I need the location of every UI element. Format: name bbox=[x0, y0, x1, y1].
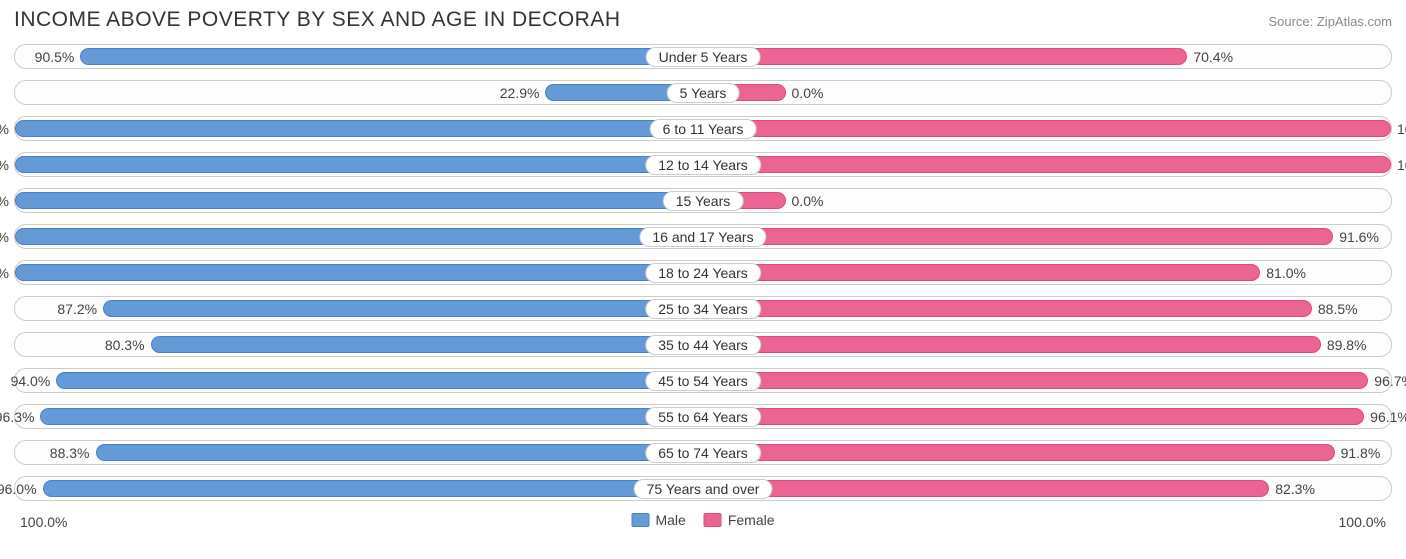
male-value-label: 100.0% bbox=[0, 157, 9, 173]
chart-source: Source: ZipAtlas.com bbox=[1268, 14, 1392, 29]
female-value-label: 0.0% bbox=[792, 85, 824, 101]
male-bar bbox=[15, 192, 703, 209]
male-bar bbox=[15, 156, 703, 173]
category-label: 25 to 34 Years bbox=[645, 299, 761, 319]
female-value-label: 89.8% bbox=[1327, 337, 1367, 353]
female-value-label: 91.6% bbox=[1339, 229, 1379, 245]
female-bar bbox=[703, 408, 1364, 425]
male-value-label: 96.0% bbox=[0, 481, 37, 497]
female-value-label: 70.4% bbox=[1193, 49, 1233, 65]
male-value-label: 100.0% bbox=[0, 229, 9, 245]
legend-label-male: Male bbox=[655, 512, 685, 528]
male-value-label: 94.0% bbox=[11, 373, 51, 389]
axis-label-left: 100.0% bbox=[20, 514, 67, 530]
female-bar bbox=[703, 48, 1187, 65]
legend-swatch-female bbox=[704, 513, 722, 527]
chart-title: INCOME ABOVE POVERTY BY SEX AND AGE IN D… bbox=[14, 8, 621, 32]
male-bar bbox=[80, 48, 703, 65]
male-bar bbox=[15, 264, 703, 281]
chart-row: 100.0%100.0%12 to 14 Years bbox=[14, 152, 1392, 177]
female-bar bbox=[703, 480, 1269, 497]
male-bar bbox=[40, 408, 703, 425]
chart-row: 87.2% 88.5% 25 to 34 Years bbox=[14, 296, 1392, 321]
category-label: 12 to 14 Years bbox=[645, 155, 761, 175]
category-label: 75 Years and over bbox=[634, 479, 773, 499]
male-bar bbox=[56, 372, 703, 389]
female-value-label: 91.8% bbox=[1341, 445, 1381, 461]
legend-item-male: Male bbox=[631, 512, 685, 528]
chart-row: 96.3%96.1%55 to 64 Years bbox=[14, 404, 1392, 429]
male-bar bbox=[103, 300, 703, 317]
female-bar bbox=[703, 264, 1260, 281]
chart-row: 22.9% 0.0% 5 Years bbox=[14, 80, 1392, 105]
male-value-label: 96.3% bbox=[0, 409, 34, 425]
category-label: 35 to 44 Years bbox=[645, 335, 761, 355]
legend-label-female: Female bbox=[728, 512, 775, 528]
female-value-label: 96.1% bbox=[1370, 409, 1406, 425]
category-label: Under 5 Years bbox=[646, 47, 761, 67]
chart-row: 100.0%81.0%18 to 24 Years bbox=[14, 260, 1392, 285]
male-value-label: 90.5% bbox=[35, 49, 75, 65]
category-label: 45 to 54 Years bbox=[645, 371, 761, 391]
female-bar bbox=[703, 228, 1333, 245]
chart-row: 94.0%96.7%45 to 54 Years bbox=[14, 368, 1392, 393]
male-value-label: 100.0% bbox=[0, 121, 9, 137]
female-value-label: 100.0% bbox=[1397, 121, 1406, 137]
chart-footer: 100.0% Male Female 100.0% bbox=[14, 512, 1392, 536]
chart-row: 88.3% 91.8% 65 to 74 Years bbox=[14, 440, 1392, 465]
category-label: 16 and 17 Years bbox=[639, 227, 766, 247]
male-value-label: 87.2% bbox=[57, 301, 97, 317]
category-label: 55 to 64 Years bbox=[645, 407, 761, 427]
chart-row: 80.3% 89.8% 35 to 44 Years bbox=[14, 332, 1392, 357]
male-bar bbox=[151, 336, 703, 353]
legend-swatch-male bbox=[631, 513, 649, 527]
axis-label-right: 100.0% bbox=[1339, 514, 1386, 530]
category-label: 18 to 24 Years bbox=[645, 263, 761, 283]
male-value-label: 100.0% bbox=[0, 193, 9, 209]
male-bar bbox=[15, 228, 703, 245]
male-bar bbox=[96, 444, 704, 461]
female-bar bbox=[703, 444, 1335, 461]
female-bar bbox=[703, 372, 1368, 389]
female-value-label: 88.5% bbox=[1318, 301, 1358, 317]
male-bar bbox=[43, 480, 703, 497]
female-value-label: 100.0% bbox=[1397, 157, 1406, 173]
diverging-bar-chart: 90.5% 70.4% Under 5 Years 22.9% 0.0% 5 Years 1… bbox=[14, 44, 1392, 501]
female-bar bbox=[703, 336, 1321, 353]
legend: Male Female bbox=[631, 512, 774, 528]
chart-row: 90.5% 70.4% Under 5 Years bbox=[14, 44, 1392, 69]
male-value-label: 100.0% bbox=[0, 265, 9, 281]
female-bar bbox=[703, 300, 1312, 317]
female-value-label: 0.0% bbox=[792, 193, 824, 209]
female-value-label: 82.3% bbox=[1275, 481, 1315, 497]
category-label: 5 Years bbox=[667, 83, 740, 103]
female-bar bbox=[703, 156, 1391, 173]
female-value-label: 96.7% bbox=[1374, 373, 1406, 389]
chart-row: 100.0%100.0%6 to 11 Years bbox=[14, 116, 1392, 141]
category-label: 15 Years bbox=[663, 191, 744, 211]
female-value-label: 81.0% bbox=[1266, 265, 1306, 281]
male-value-label: 22.9% bbox=[500, 85, 540, 101]
chart-row: 100.0%91.6%16 and 17 Years bbox=[14, 224, 1392, 249]
male-value-label: 88.3% bbox=[50, 445, 90, 461]
category-label: 6 to 11 Years bbox=[650, 119, 757, 139]
chart-header: INCOME ABOVE POVERTY BY SEX AND AGE IN D… bbox=[14, 8, 1392, 32]
male-bar bbox=[15, 120, 703, 137]
chart-row: 100.0%0.0%15 Years bbox=[14, 188, 1392, 213]
legend-item-female: Female bbox=[704, 512, 775, 528]
female-bar bbox=[703, 120, 1391, 137]
category-label: 65 to 74 Years bbox=[645, 443, 761, 463]
male-value-label: 80.3% bbox=[105, 337, 145, 353]
chart-row: 96.0%82.3%75 Years and over bbox=[14, 476, 1392, 501]
